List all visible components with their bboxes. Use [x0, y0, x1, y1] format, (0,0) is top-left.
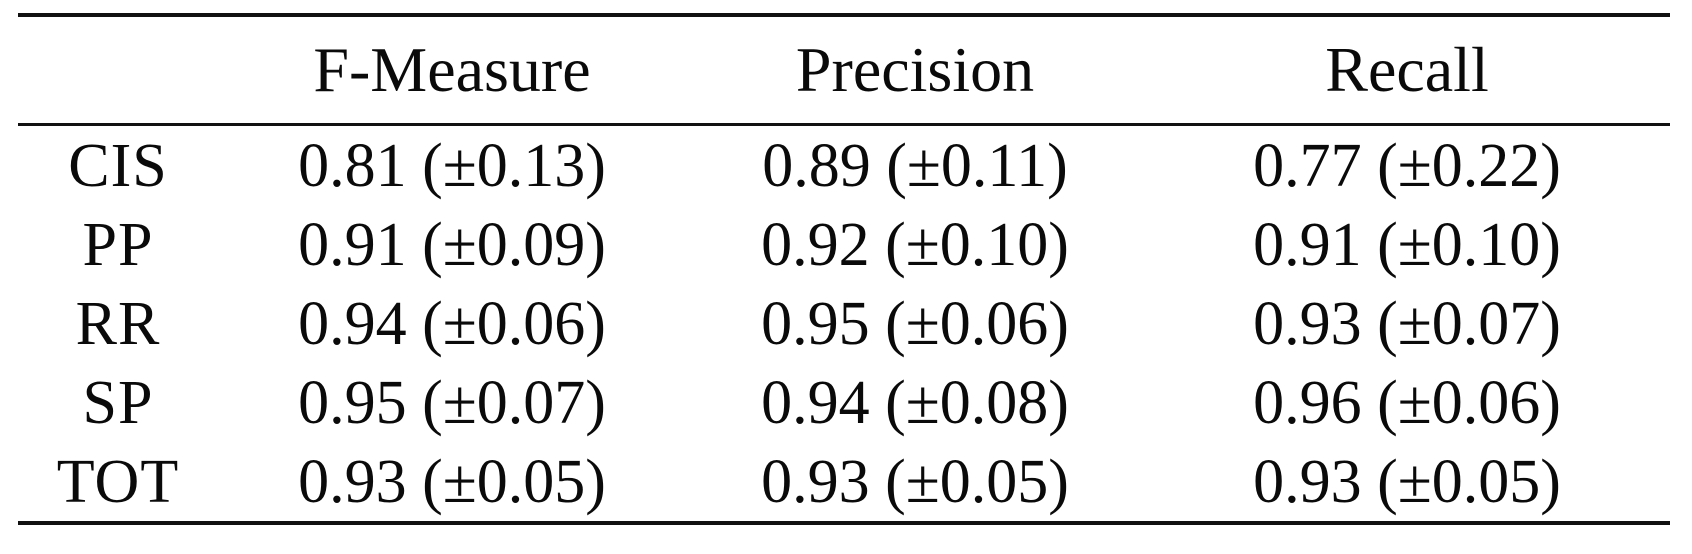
row-label-rr: RR	[75, 289, 161, 358]
cell-sp-recall: 0.96 (±0.06)	[1253, 368, 1561, 437]
row-label-sp: SP	[82, 368, 154, 437]
cell-pp-f-measure: 0.91 (±0.09)	[298, 210, 606, 279]
table-row-rr: RR 0.94 (±0.06) 0.95 (±0.06) 0.93 (±0.07…	[18, 284, 1670, 363]
cell-cis-precision: 0.89 (±0.11)	[762, 131, 1068, 200]
cell-sp-precision: 0.94 (±0.08)	[761, 368, 1069, 437]
column-header-f-measure: F-Measure	[313, 34, 591, 105]
cell-rr-recall: 0.93 (±0.07)	[1253, 289, 1561, 358]
cell-pp-precision: 0.92 (±0.10)	[761, 210, 1069, 279]
table-row-pp: PP 0.91 (±0.09) 0.92 (±0.10) 0.91 (±0.10…	[18, 205, 1670, 284]
column-header-precision: Precision	[795, 34, 1035, 105]
cell-cis-f-measure: 0.81 (±0.13)	[298, 131, 606, 200]
cell-tot-precision: 0.93 (±0.05)	[761, 447, 1069, 516]
header-row: F-Measure Precision Recall	[18, 15, 1670, 125]
row-label-pp: PP	[82, 210, 154, 279]
cell-pp-recall: 0.91 (±0.10)	[1253, 210, 1561, 279]
row-label-cis: CIS	[68, 131, 168, 200]
cell-rr-f-measure: 0.94 (±0.06)	[298, 289, 606, 358]
cell-sp-f-measure: 0.95 (±0.07)	[298, 368, 606, 437]
cell-cis-recall: 0.77 (±0.22)	[1253, 131, 1561, 200]
table-row-tot: TOT 0.93 (±0.05) 0.93 (±0.05) 0.93 (±0.0…	[18, 442, 1670, 523]
row-label-tot: TOT	[56, 447, 180, 516]
table-row-cis: CIS 0.81 (±0.13) 0.89 (±0.11) 0.77 (±0.2…	[18, 125, 1670, 206]
cell-tot-f-measure: 0.93 (±0.05)	[298, 447, 606, 516]
cell-tot-recall: 0.93 (±0.05)	[1253, 447, 1561, 516]
column-header-recall: Recall	[1325, 34, 1489, 105]
table-row-sp: SP 0.95 (±0.07) 0.94 (±0.08) 0.96 (±0.06…	[18, 363, 1670, 442]
cell-rr-precision: 0.95 (±0.06)	[761, 289, 1069, 358]
results-table: F-Measure Precision Recall CIS 0.81 (±0.…	[18, 13, 1670, 525]
column-header-empty	[18, 15, 218, 125]
